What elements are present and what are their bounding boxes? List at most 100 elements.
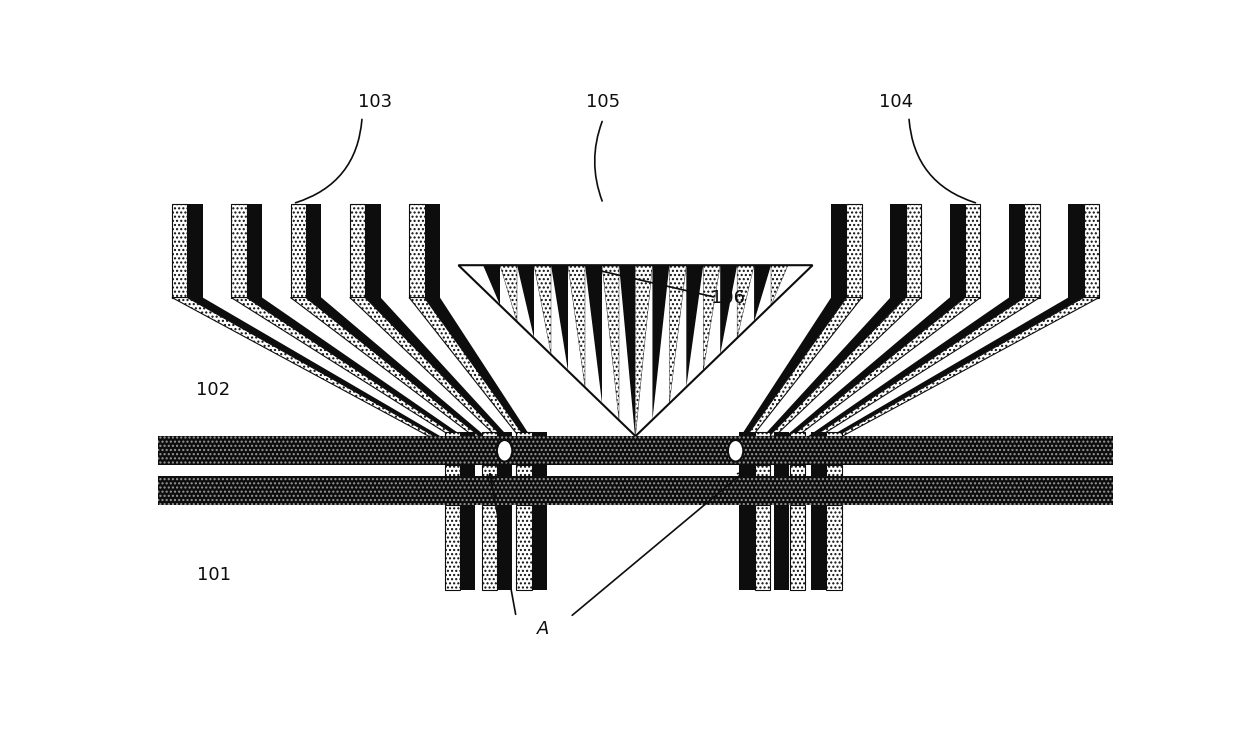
- Polygon shape: [350, 297, 502, 436]
- Bar: [1084, 204, 1099, 297]
- Bar: [159, 465, 1112, 476]
- Bar: [159, 476, 1112, 506]
- Bar: [460, 506, 475, 590]
- Polygon shape: [837, 297, 1099, 436]
- Bar: [350, 204, 366, 297]
- Polygon shape: [534, 265, 551, 354]
- Text: 105: 105: [587, 93, 620, 111]
- Polygon shape: [771, 265, 787, 306]
- Bar: [366, 204, 381, 297]
- Text: 101: 101: [196, 565, 231, 583]
- Bar: [444, 433, 460, 436]
- Polygon shape: [754, 265, 771, 322]
- Bar: [172, 204, 187, 297]
- Polygon shape: [635, 265, 652, 436]
- Text: 103: 103: [358, 93, 392, 111]
- Bar: [409, 204, 424, 297]
- Bar: [890, 204, 905, 297]
- Polygon shape: [459, 265, 812, 436]
- Bar: [460, 465, 475, 476]
- Polygon shape: [769, 297, 921, 436]
- Bar: [739, 506, 755, 590]
- Polygon shape: [409, 297, 525, 436]
- Bar: [739, 433, 755, 436]
- Polygon shape: [187, 297, 440, 436]
- Bar: [159, 476, 1112, 506]
- Bar: [497, 506, 512, 590]
- Polygon shape: [231, 297, 456, 436]
- Polygon shape: [484, 265, 500, 306]
- Bar: [516, 465, 532, 476]
- Polygon shape: [585, 265, 601, 403]
- Bar: [790, 506, 805, 590]
- Bar: [811, 465, 826, 476]
- Bar: [306, 204, 321, 297]
- Bar: [159, 436, 1112, 465]
- Bar: [444, 465, 460, 476]
- Bar: [481, 506, 497, 590]
- Polygon shape: [366, 297, 507, 436]
- Text: 106: 106: [711, 288, 745, 306]
- Bar: [755, 433, 770, 436]
- Bar: [460, 433, 475, 436]
- Bar: [516, 506, 532, 590]
- Polygon shape: [831, 297, 1084, 436]
- Polygon shape: [791, 297, 981, 436]
- Bar: [159, 436, 1112, 465]
- Bar: [497, 433, 512, 436]
- Polygon shape: [764, 297, 905, 436]
- Bar: [1068, 204, 1084, 297]
- Bar: [826, 433, 842, 436]
- Polygon shape: [500, 265, 517, 322]
- Bar: [532, 433, 547, 436]
- Polygon shape: [568, 265, 585, 387]
- Polygon shape: [247, 297, 463, 436]
- Bar: [516, 433, 532, 436]
- Bar: [755, 506, 770, 590]
- Bar: [516, 465, 532, 476]
- Bar: [965, 204, 981, 297]
- Bar: [826, 465, 842, 476]
- Bar: [811, 465, 826, 476]
- Polygon shape: [306, 297, 485, 436]
- Bar: [159, 436, 1112, 465]
- Bar: [811, 506, 826, 590]
- Bar: [460, 465, 475, 476]
- Bar: [444, 465, 460, 476]
- Polygon shape: [290, 297, 480, 436]
- Bar: [950, 204, 965, 297]
- Bar: [774, 433, 790, 436]
- Polygon shape: [517, 265, 534, 338]
- Text: 104: 104: [879, 93, 913, 111]
- Polygon shape: [720, 265, 737, 354]
- Text: 102: 102: [196, 381, 231, 399]
- Text: A: A: [537, 620, 549, 638]
- Bar: [159, 436, 1112, 465]
- Bar: [532, 506, 547, 590]
- Bar: [187, 204, 203, 297]
- Bar: [532, 465, 547, 476]
- Bar: [159, 476, 1112, 506]
- Bar: [790, 433, 805, 436]
- Bar: [826, 506, 842, 590]
- Bar: [739, 465, 755, 476]
- Bar: [159, 465, 1112, 476]
- Bar: [497, 465, 512, 476]
- Polygon shape: [740, 297, 847, 436]
- Polygon shape: [601, 265, 619, 420]
- Bar: [1009, 204, 1024, 297]
- Bar: [424, 204, 440, 297]
- Bar: [481, 465, 497, 476]
- Bar: [231, 204, 247, 297]
- Polygon shape: [172, 297, 434, 436]
- Ellipse shape: [497, 440, 512, 462]
- Bar: [831, 204, 847, 297]
- Bar: [444, 506, 460, 590]
- Bar: [774, 506, 790, 590]
- Bar: [790, 465, 805, 476]
- Bar: [847, 204, 862, 297]
- Polygon shape: [815, 297, 1040, 436]
- Bar: [790, 465, 805, 476]
- Polygon shape: [619, 265, 635, 436]
- Bar: [247, 204, 262, 297]
